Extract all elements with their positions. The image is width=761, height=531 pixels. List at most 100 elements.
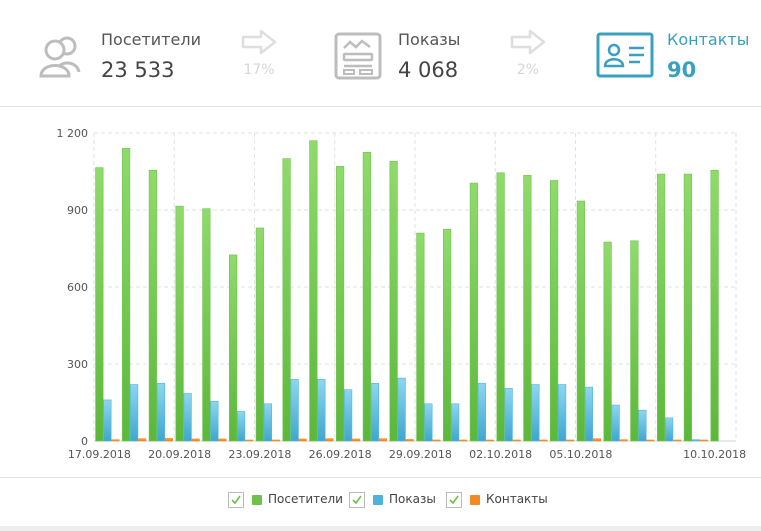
bar-visitors bbox=[496, 172, 505, 442]
check-icon bbox=[449, 495, 459, 505]
legend-swatch bbox=[373, 495, 383, 505]
bar-visitors bbox=[255, 227, 264, 442]
conversion-2-value: 2% bbox=[516, 62, 540, 78]
bar-shows bbox=[451, 403, 460, 442]
chart-area: 0 300 600 900 1 200 17.09.2018 20.09.2018 23.09… bbox=[0, 107, 761, 477]
bar-contacts bbox=[459, 439, 468, 442]
bar-visitors bbox=[710, 169, 719, 442]
bar-shows bbox=[611, 404, 620, 442]
y-tick-label: 600 bbox=[67, 281, 88, 294]
kpi-contacts-value: 90 bbox=[667, 58, 697, 82]
check-icon bbox=[231, 495, 241, 505]
legend-checkbox[interactable] bbox=[228, 492, 244, 508]
legend-checkbox[interactable] bbox=[446, 492, 462, 508]
legend-label: Контакты bbox=[486, 492, 548, 506]
bar-contacts bbox=[432, 439, 441, 442]
bar-shows bbox=[558, 384, 567, 442]
y-tick-label: 1 200 bbox=[57, 127, 89, 140]
bar-contacts bbox=[619, 439, 628, 442]
bar-shows bbox=[424, 403, 433, 442]
bar-visitors bbox=[122, 148, 131, 442]
bar-visitors bbox=[309, 140, 318, 442]
x-tick-label: 17.09.2018 bbox=[68, 448, 131, 461]
kpi-row: Посетители 23 533 17% Показы 4 06 bbox=[0, 0, 761, 107]
bar-shows bbox=[584, 386, 593, 442]
bar-visitors bbox=[416, 232, 425, 442]
kpi-visitors[interactable]: Посетители 23 533 bbox=[37, 28, 201, 88]
bar-visitors bbox=[443, 228, 452, 442]
bar-visitors bbox=[603, 241, 612, 442]
arrow-right-icon bbox=[241, 29, 277, 55]
kpi-visitors-label: Посетители bbox=[101, 30, 201, 49]
bar-contacts bbox=[164, 438, 173, 442]
bar-contacts bbox=[512, 439, 521, 442]
bar-contacts bbox=[325, 438, 334, 442]
kpi-visitors-value: 23 533 bbox=[101, 58, 175, 82]
bar-shows bbox=[691, 439, 700, 442]
kpi-shows[interactable]: Показы 4 068 bbox=[334, 28, 484, 88]
bar-visitors bbox=[336, 166, 345, 442]
arrow-right-icon bbox=[510, 29, 546, 55]
y-tick-label: 0 bbox=[81, 435, 88, 448]
bar-chart: 0 300 600 900 1 200 17.09.2018 20.09.2018 23.09… bbox=[57, 127, 747, 461]
bar-visitors bbox=[362, 151, 371, 442]
x-tick-label: 23.09.2018 bbox=[228, 448, 291, 461]
card-bottom-edge bbox=[0, 526, 761, 531]
bar-contacts bbox=[378, 438, 387, 442]
bar-visitors bbox=[683, 173, 692, 442]
x-tick-label: 26.09.2018 bbox=[309, 448, 372, 461]
bar-contacts bbox=[699, 439, 708, 442]
legend-checkbox[interactable] bbox=[349, 492, 365, 508]
legend-label: Посетители bbox=[268, 492, 343, 506]
kpi-shows-value: 4 068 bbox=[398, 58, 459, 82]
bar-shows bbox=[531, 384, 540, 442]
bar-contacts bbox=[218, 438, 227, 442]
bar-visitors bbox=[550, 180, 559, 442]
x-tick-label: 05.10.2018 bbox=[549, 448, 612, 461]
bar-shows bbox=[344, 389, 353, 442]
bar-visitors bbox=[95, 167, 104, 442]
bar-contacts bbox=[271, 439, 280, 442]
bar-contacts bbox=[352, 438, 361, 442]
x-tick-label: 20.09.2018 bbox=[148, 448, 211, 461]
kpi-contacts[interactable]: Контакты 90 bbox=[596, 28, 756, 88]
legend-label: Показы bbox=[389, 492, 436, 506]
conversion-1-value: 17% bbox=[243, 62, 275, 78]
bar-shows bbox=[317, 379, 326, 442]
bar-shows bbox=[665, 417, 674, 442]
kpi-contacts-label: Контакты bbox=[667, 30, 750, 49]
bar-shows bbox=[290, 379, 299, 442]
bar-visitors bbox=[630, 240, 639, 442]
bar-shows bbox=[237, 411, 246, 442]
bar-shows bbox=[504, 388, 513, 442]
x-tick-label: 10.10.2018 bbox=[683, 448, 746, 461]
bar-shows bbox=[477, 382, 486, 442]
bar-contacts bbox=[485, 439, 494, 442]
bar-visitors bbox=[229, 254, 238, 442]
bar-visitors bbox=[576, 200, 585, 442]
bar-shows bbox=[183, 393, 192, 442]
legend-swatch bbox=[252, 495, 262, 505]
chart-legend: Посетители Показы Контакты bbox=[0, 477, 761, 526]
bar-visitors bbox=[389, 160, 398, 442]
bar-visitors bbox=[657, 173, 666, 442]
document-icon bbox=[334, 32, 382, 80]
bar-shows bbox=[130, 384, 139, 442]
legend-swatch bbox=[470, 495, 480, 505]
bar-visitors bbox=[148, 169, 157, 442]
bar-shows bbox=[397, 377, 406, 442]
bar-contacts bbox=[566, 439, 575, 442]
bar-visitors bbox=[523, 175, 532, 442]
check-icon bbox=[352, 495, 362, 505]
contact-card-icon bbox=[596, 30, 654, 80]
bar-shows bbox=[210, 400, 219, 442]
y-tick-label: 900 bbox=[67, 204, 88, 217]
x-tick-label: 02.10.2018 bbox=[469, 448, 532, 461]
bar-shows bbox=[263, 403, 272, 442]
bar-visitors bbox=[202, 208, 211, 442]
bar-contacts bbox=[138, 438, 147, 442]
bar-shows bbox=[103, 399, 112, 442]
kpi-shows-label: Показы bbox=[398, 30, 461, 49]
bar-contacts bbox=[592, 438, 601, 442]
